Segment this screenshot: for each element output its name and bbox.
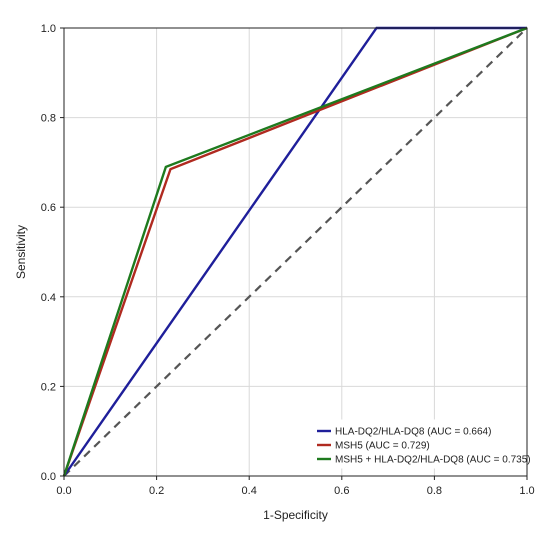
x-axis-title: 1-Specificity <box>263 508 328 522</box>
plot-frame <box>63 27 528 477</box>
series-line-1 <box>62 26 528 477</box>
y-tick-label: 0.4 <box>41 292 56 304</box>
x-tick-label: 0.6 <box>334 485 349 497</box>
legend-label: MSH5 (AUC = 0.729) <box>335 441 430 452</box>
reference-line <box>63 27 528 477</box>
x-tick-label: 1.0 <box>519 485 534 497</box>
axis-ticks: 0.0 0.2 0.4 0.6 0.8 1.0 0.0 0.2 0.4 0.6 0.8 1.0 <box>41 23 535 497</box>
y-tick-label: 0.8 <box>41 113 56 125</box>
y-axis-title: Sensitivity <box>14 225 28 279</box>
x-tick-label: 0.2 <box>149 485 164 497</box>
series-line-2 <box>62 26 528 477</box>
y-tick-label: 0.0 <box>41 471 56 483</box>
legend: HLA-DQ2/HLA-DQ8 (AUC = 0.664) MSH5 (AUC =… <box>312 419 531 469</box>
reference-diagonal <box>63 27 528 477</box>
x-tick-label: 0.0 <box>56 485 71 497</box>
x-tick-label: 0.4 <box>242 485 257 497</box>
legend-box <box>312 419 514 469</box>
x-tick-label: 0.8 <box>427 485 442 497</box>
y-tick-label: 0.6 <box>41 202 56 214</box>
legend-label: MSH5 + HLA-DQ2/HLA-DQ8 (AUC = 0.735) <box>335 455 531 466</box>
legend-label: HLA-DQ2/HLA-DQ8 (AUC = 0.664) <box>335 427 491 438</box>
y-tick-label: 1.0 <box>41 23 56 35</box>
y-tick-label: 0.2 <box>41 381 56 393</box>
